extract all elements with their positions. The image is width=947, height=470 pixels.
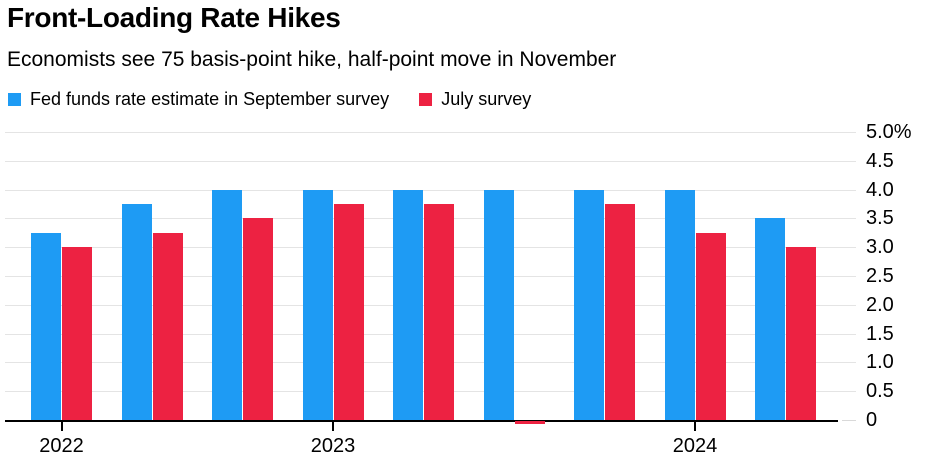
y-axis-label: 2.0 [866, 293, 894, 316]
bar-july-6 [514, 421, 545, 424]
x-axis-label-2024: 2024 [672, 435, 718, 457]
x-axis-label-2022: 2022 [39, 435, 84, 457]
bar-september-2 [121, 204, 152, 420]
y-axis-label: 3.5 [866, 207, 894, 230]
bar-september-3 [212, 190, 242, 420]
x-axis-line [5, 420, 838, 422]
gridline [5, 189, 856, 191]
x-axis-tick [332, 422, 334, 431]
bar-july-8 [695, 233, 726, 420]
legend-item-july: July survey [419, 89, 531, 110]
bar-july-4 [333, 204, 364, 420]
y-axis-label: 4.0 [866, 178, 894, 201]
bar-july-1 [62, 247, 92, 420]
gridline [5, 160, 856, 162]
y-axis-label: 2.5 [866, 265, 894, 287]
y-axis-label: 1.5 [866, 322, 894, 345]
gridline [5, 132, 856, 133]
zero-gridline-stub [842, 420, 856, 421]
y-axis-label: 0 [866, 409, 878, 431]
bar-september-9 [755, 218, 785, 420]
chart-title: Front-Loading Rate Hikes [7, 2, 341, 33]
september-series-swatch-icon [8, 93, 21, 106]
x-axis-label-2023: 2023 [310, 435, 356, 457]
bar-july-9 [786, 247, 816, 420]
bar-september-6 [483, 190, 514, 420]
chart-legend: Fed funds rate estimate in September sur… [8, 89, 531, 110]
legend-label-july: July survey [441, 89, 532, 109]
y-axis-label: 5.0% [866, 121, 912, 143]
legend-item-september: Fed funds rate estimate in September sur… [8, 89, 389, 110]
bar-july-5 [424, 204, 454, 420]
chart-subtitle: Economists see 75 basis-point hike, half… [7, 48, 617, 71]
bar-september-8 [664, 190, 695, 420]
y-axis-label: 3.0 [866, 236, 894, 259]
bar-july-3 [243, 218, 273, 420]
y-axis-label: 1.0 [866, 351, 894, 374]
y-axis-label: 4.5 [866, 149, 894, 172]
bar-september-7 [574, 190, 604, 420]
x-axis-tick [694, 422, 696, 431]
bar-september-5 [393, 190, 423, 420]
july-series-swatch-icon [419, 93, 433, 106]
bar-july-7 [605, 204, 635, 420]
bar-september-4 [302, 190, 333, 420]
x-axis-tick [60, 422, 63, 431]
y-axis-label: 0.5 [866, 380, 894, 403]
bar-july-2 [152, 233, 183, 420]
bar-september-1 [31, 233, 61, 420]
legend-label-september: Fed funds rate estimate in September sur… [30, 89, 390, 109]
